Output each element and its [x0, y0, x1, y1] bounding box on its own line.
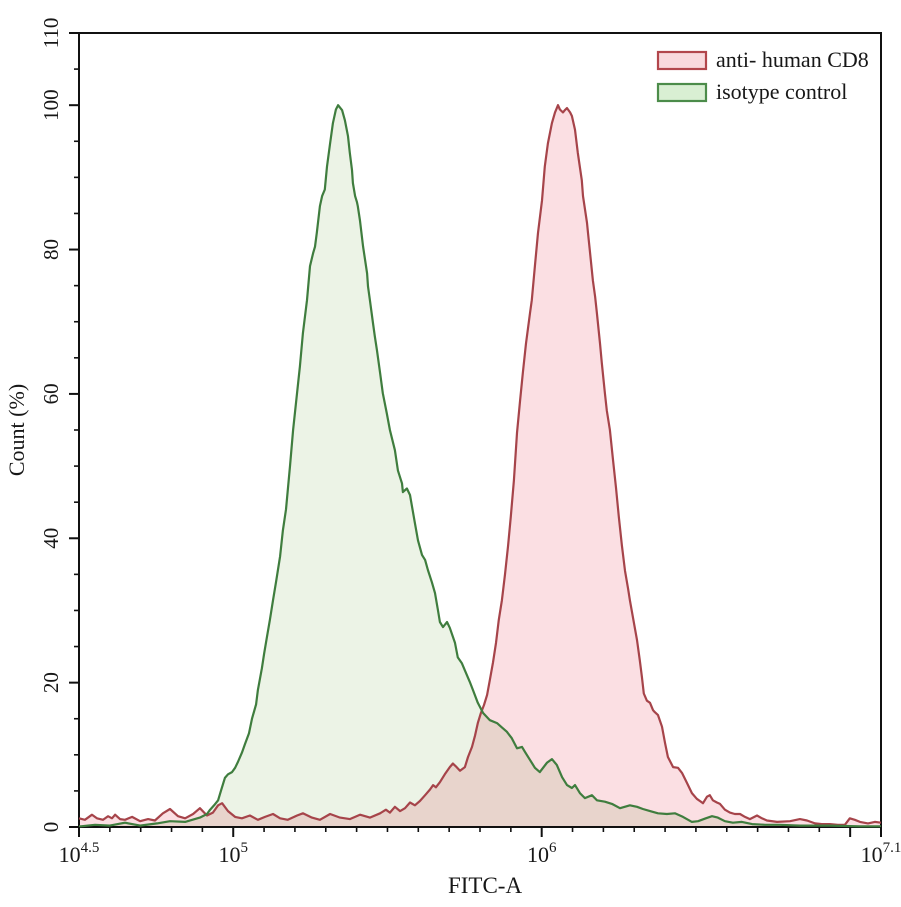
- legend-swatch-isotype-control: [656, 82, 708, 103]
- y-tick-label: 0: [39, 822, 63, 833]
- x-tick-label: 104.5: [59, 840, 100, 867]
- x-tick-label: 107.1: [861, 840, 901, 867]
- x-axis-ticks: [78, 827, 882, 837]
- legend-label-anti-human-cd8: anti- human CD8: [716, 47, 869, 72]
- curve-anti-human-cd8: [78, 104, 882, 826]
- y-tick-label: 80: [39, 239, 63, 260]
- y-axis-ticks: [69, 32, 79, 828]
- y-tick-label: 110: [39, 18, 63, 49]
- y-axis-title: Count (%): [4, 384, 29, 476]
- x-tick-label: 106: [527, 840, 557, 867]
- x-axis-title: FITC-A: [448, 873, 523, 898]
- area-isotype-control: [79, 105, 881, 827]
- y-tick-label: 100: [39, 89, 63, 121]
- curve-isotype-control: [79, 104, 881, 828]
- histogram-curves: [78, 104, 882, 828]
- legend-swatch-anti-human-cd8: [656, 50, 708, 71]
- legend: anti- human CD8 isotype control: [656, 47, 869, 104]
- y-tick-labels: 0 20 40 60 80 100 110: [39, 18, 63, 833]
- histogram-fills: [79, 105, 881, 827]
- y-tick-label: 40: [39, 528, 63, 549]
- y-tick-label: 60: [39, 383, 63, 404]
- y-tick-label: 20: [39, 672, 63, 693]
- x-tick-labels: 104.5 105 106 107.1: [59, 840, 901, 867]
- legend-label-isotype-control: isotype control: [716, 79, 847, 104]
- x-tick-label: 105: [218, 840, 248, 867]
